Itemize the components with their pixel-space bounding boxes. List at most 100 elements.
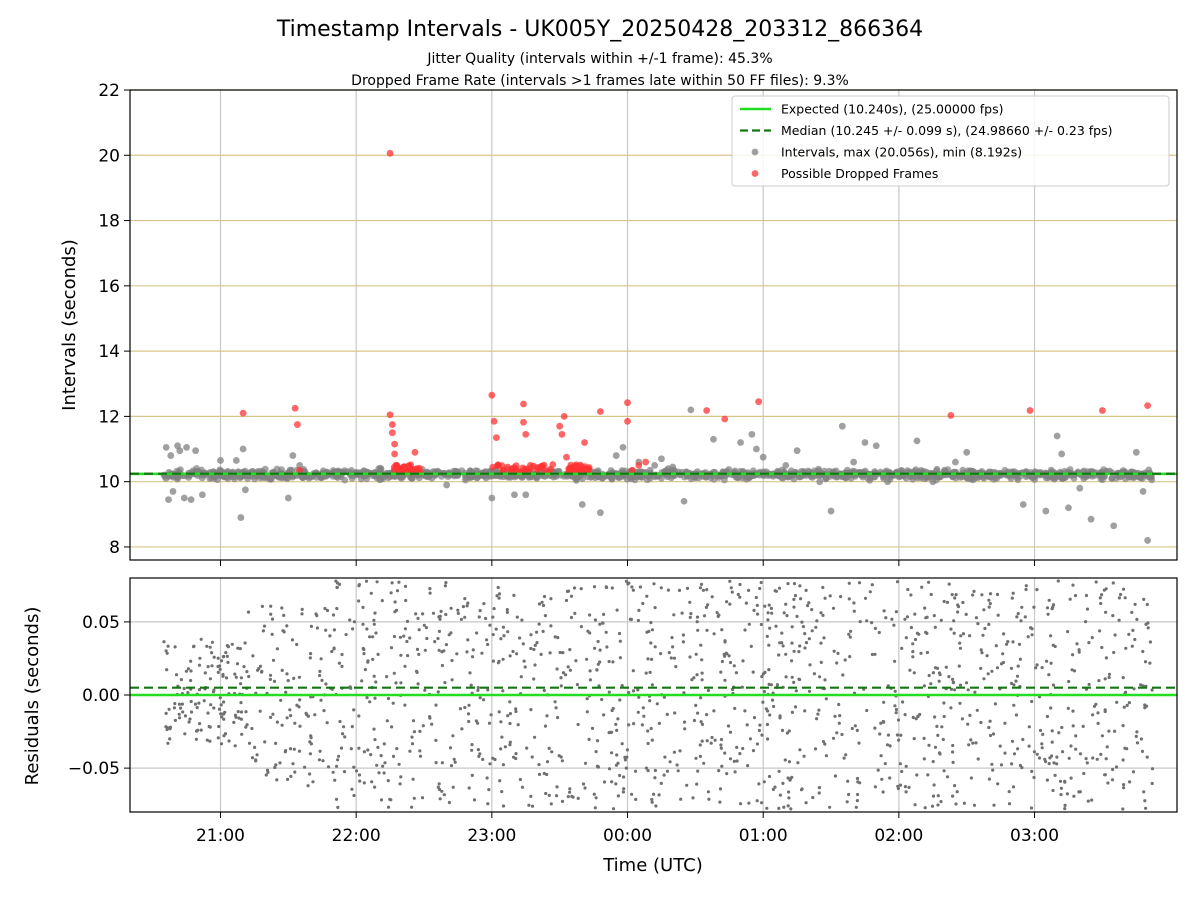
interval-point xyxy=(397,475,405,482)
residual-point xyxy=(1040,666,1044,670)
top-ytick-label: 8 xyxy=(109,538,120,558)
residual-point xyxy=(683,727,687,731)
residual-point xyxy=(698,743,702,747)
residual-point xyxy=(836,651,840,656)
residual-point xyxy=(1104,656,1108,660)
residual-point xyxy=(736,592,740,597)
residual-point xyxy=(440,663,444,668)
residual-point xyxy=(702,761,706,765)
residual-point xyxy=(1051,643,1055,647)
dropped-frame-point xyxy=(755,398,763,406)
residual-point xyxy=(835,661,839,665)
interval-point xyxy=(778,466,786,474)
residual-point xyxy=(411,777,415,781)
residual-point xyxy=(692,718,697,723)
residual-point xyxy=(595,764,600,768)
interval-point xyxy=(288,466,296,474)
residual-point xyxy=(388,797,392,802)
residual-point xyxy=(1104,610,1108,614)
residual-point xyxy=(951,760,955,765)
residual-point xyxy=(271,658,276,662)
interval-point xyxy=(183,443,190,451)
residual-point xyxy=(1044,760,1048,764)
residual-point xyxy=(197,688,202,692)
residual-point xyxy=(326,765,331,769)
residual-point xyxy=(987,598,991,602)
residual-point xyxy=(1143,799,1147,803)
residual-point xyxy=(1067,679,1071,684)
residual-point xyxy=(366,660,370,664)
residual-point xyxy=(710,735,714,740)
residual-point xyxy=(499,747,503,751)
residual-point xyxy=(224,651,228,655)
residual-point xyxy=(482,698,486,702)
residual-point xyxy=(738,752,742,756)
residual-point xyxy=(796,761,800,765)
residual-point xyxy=(679,797,683,801)
interval-point xyxy=(680,497,688,505)
residual-point xyxy=(186,667,190,671)
residual-point xyxy=(422,623,426,627)
residual-point xyxy=(636,710,640,714)
residual-point xyxy=(203,671,207,675)
residual-point xyxy=(762,690,767,694)
residual-point xyxy=(1121,676,1125,680)
residual-point xyxy=(695,615,700,619)
residual-point xyxy=(233,672,237,676)
residual-point xyxy=(987,725,991,730)
residual-point xyxy=(193,702,198,706)
residual-point xyxy=(1087,641,1091,645)
interval-point xyxy=(658,455,665,463)
residual-point xyxy=(792,680,796,685)
residual-point xyxy=(165,668,169,672)
residual-point xyxy=(506,714,510,718)
residual-point xyxy=(291,762,295,766)
residual-point xyxy=(961,632,966,636)
residual-point xyxy=(318,673,322,678)
residual-point xyxy=(476,686,480,690)
residual-point xyxy=(1049,634,1053,638)
residual-point xyxy=(847,792,851,797)
residual-point xyxy=(1100,734,1104,738)
residual-point xyxy=(220,715,224,719)
dropped-frame-point xyxy=(1026,407,1034,414)
interval-point xyxy=(169,488,177,495)
residual-point xyxy=(309,742,313,746)
legend-point-swatch xyxy=(751,148,759,156)
residual-point xyxy=(784,602,788,606)
residual-point xyxy=(542,594,547,599)
residual-point xyxy=(250,756,255,760)
residual-point xyxy=(558,650,562,655)
residual-point xyxy=(370,780,374,784)
residual-point xyxy=(168,737,172,741)
residual-point xyxy=(372,618,376,622)
bottom-ytick-label: −0.05 xyxy=(68,759,120,779)
residual-point xyxy=(447,800,451,805)
residual-point xyxy=(514,709,518,714)
interval-point xyxy=(244,475,252,482)
residual-point xyxy=(219,703,223,707)
residual-point xyxy=(645,630,649,634)
residual-point xyxy=(631,588,636,592)
residual-point xyxy=(641,601,645,606)
residual-point xyxy=(730,590,734,594)
residual-point xyxy=(500,790,504,794)
residual-point xyxy=(549,624,553,628)
residual-point xyxy=(588,678,593,682)
residual-point xyxy=(1144,622,1148,627)
residual-point xyxy=(1010,596,1014,600)
residual-point xyxy=(1026,635,1030,639)
residual-point xyxy=(227,739,231,743)
residual-point xyxy=(745,723,749,727)
residual-point xyxy=(947,582,951,586)
residual-point xyxy=(463,597,467,601)
residual-point xyxy=(521,642,525,646)
residual-point xyxy=(741,659,745,663)
residual-point xyxy=(623,758,628,762)
residual-point xyxy=(554,706,558,710)
residual-point xyxy=(323,606,327,611)
residual-point xyxy=(238,647,242,651)
residual-point xyxy=(344,633,348,637)
residual-point xyxy=(732,759,736,764)
residual-point xyxy=(622,775,626,779)
